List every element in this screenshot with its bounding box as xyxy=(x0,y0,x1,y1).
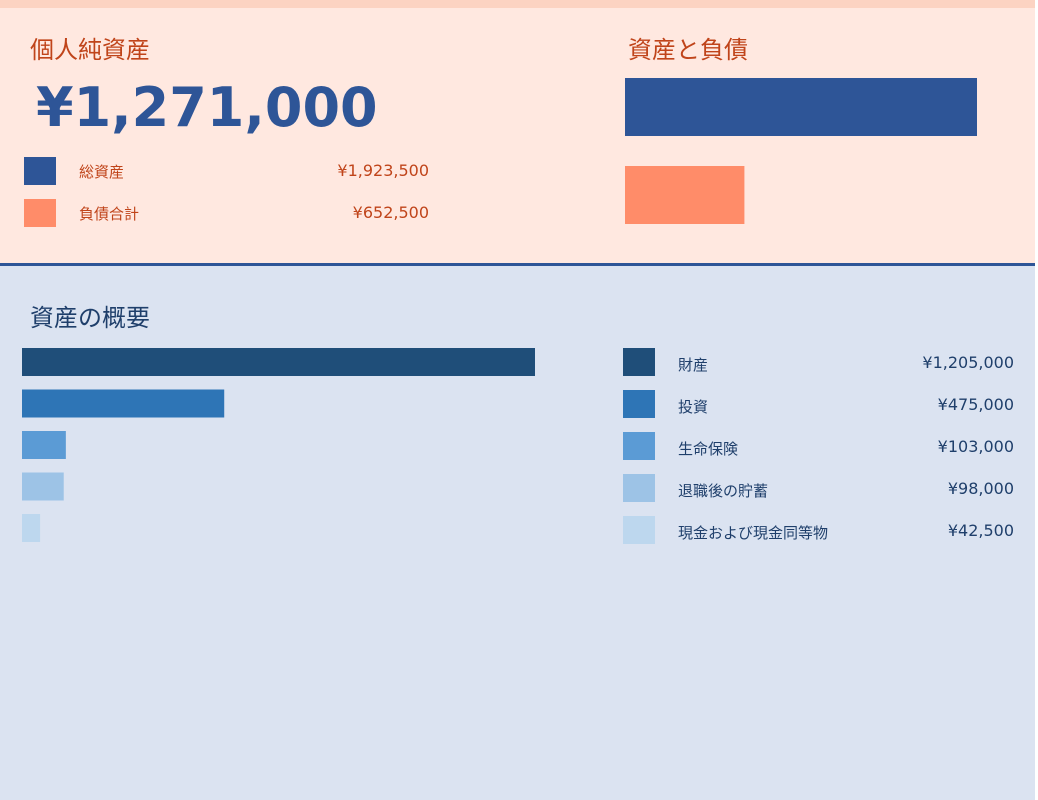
right-edge xyxy=(1035,0,1038,800)
asset-value-property: ¥1,205,000 xyxy=(922,353,1014,372)
bar-investments xyxy=(22,389,225,418)
legend-swatch-total-liabilities xyxy=(24,199,56,227)
assets-liabilities-title: 資産と負債 xyxy=(628,36,748,64)
legend-value-total-assets: ¥1,923,500 xyxy=(337,161,429,180)
top-accent-strip xyxy=(0,0,1035,8)
legend-value-total-liabilities: ¥652,500 xyxy=(352,203,429,222)
bar-total-assets xyxy=(625,78,977,136)
asset-swatch-retirement-savings xyxy=(623,474,655,502)
legend-swatch-total-assets xyxy=(24,157,56,185)
bar-retirement-savings xyxy=(22,472,64,501)
asset-value-investments: ¥475,000 xyxy=(937,395,1014,414)
asset-value-cash: ¥42,500 xyxy=(947,521,1014,540)
asset-label-property: 財産 xyxy=(678,356,709,374)
asset-swatch-investments xyxy=(623,390,655,418)
asset-label-investments: 投資 xyxy=(678,398,709,416)
assets-liabilities-chart xyxy=(625,78,977,224)
net-worth-title: 個人純資産 xyxy=(30,36,150,64)
asset-label-life-insurance: 生命保険 xyxy=(678,440,739,458)
bar-cash xyxy=(22,514,41,542)
asset-label-cash: 現金および現金同等物 xyxy=(678,524,829,542)
asset-summary-title: 資産の概要 xyxy=(30,304,150,332)
net-worth-value: ¥1,271,000 xyxy=(36,76,378,139)
asset-value-life-insurance: ¥103,000 xyxy=(937,437,1014,456)
asset-swatch-life-insurance xyxy=(623,432,655,460)
legend-label-total-assets: 総資産 xyxy=(79,163,125,181)
asset-value-retirement-savings: ¥98,000 xyxy=(947,479,1014,498)
asset-summary-chart xyxy=(22,348,535,542)
asset-swatch-cash xyxy=(623,516,655,544)
asset-swatch-property xyxy=(623,348,655,376)
bar-total-liabilities xyxy=(625,166,745,224)
section-divider xyxy=(0,263,1035,266)
asset-label-retirement-savings: 退職後の貯蓄 xyxy=(678,482,769,500)
bar-life-insurance xyxy=(22,431,66,459)
legend-label-total-liabilities: 負債合計 xyxy=(79,205,140,223)
bar-property xyxy=(22,348,535,376)
